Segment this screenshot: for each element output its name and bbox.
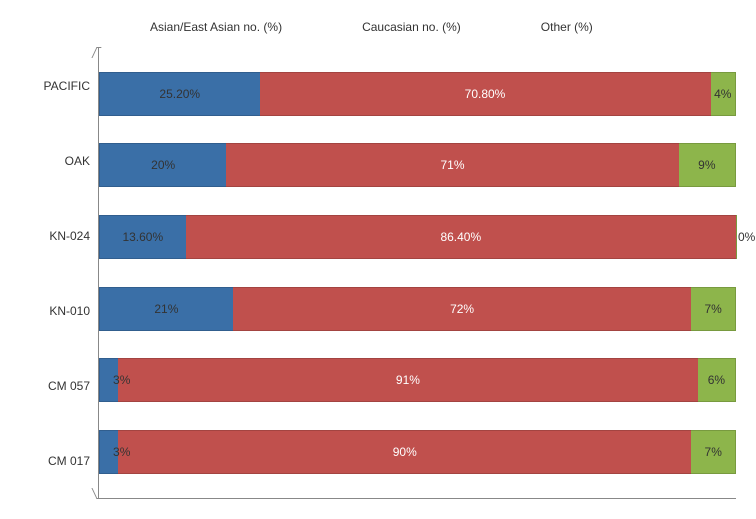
bar-row: 13.60% 86.40% 0% [99,215,736,259]
segment-value: 72% [450,302,474,316]
legend-item-caucasian: Caucasian no. (%) [362,20,461,34]
segment-value: 21% [154,302,178,316]
bar-segment-other: 6% [698,358,736,402]
bar-segment-asian: 20% [99,143,226,187]
bar-segment-asian: 13.60% [99,215,186,259]
segment-value: 91% [396,373,420,387]
bar-row: 3% 90% 7% [99,430,736,474]
bar-row: 3% 91% 6% [99,358,736,402]
bar-segment-caucasian: 72% [233,287,692,331]
bar-segment-other: 7% [691,287,736,331]
bar-segment-caucasian: 86.40% [186,215,736,259]
bar-segment-caucasian: 70.80% [260,72,711,116]
segment-value: 71% [441,158,465,172]
bar-segment-other: 9% [679,143,736,187]
segment-value: 3% [113,445,130,459]
segment-value: 7% [705,302,722,316]
legend-label: Caucasian no. (%) [362,20,461,34]
segment-value: 20% [151,158,175,172]
segment-value: 6% [708,373,725,387]
bar-segment-asian: 3% [99,430,118,474]
segment-value: 86.40% [440,230,481,244]
plot-area: PACIFICOAKKN-024KN-010CM 057CM 017 25.20… [20,48,736,499]
bar-row: 25.20% 70.80% 4% [99,72,736,116]
segment-value: 7% [705,445,722,459]
bar-segment-asian: 3% [99,358,118,402]
segment-value: 70.80% [465,87,506,101]
bar-segment-asian: 25.20% [99,72,260,116]
y-axis-labels: PACIFICOAKKN-024KN-010CM 057CM 017 [20,48,98,499]
stacked-bar-chart: Asian/East Asian no. (%) Caucasian no. (… [20,20,736,499]
bar-segment-other: 7% [691,430,736,474]
legend-label: Other (%) [541,20,593,34]
bars-container: 25.20% 70.80% 4% 20% 71% 9% 13.60% 86.40% 0% 21% 7… [98,48,736,499]
segment-value: 3% [113,373,130,387]
category-label: KN-010 [20,275,90,348]
legend-item-asian: Asian/East Asian no. (%) [150,20,282,34]
segment-value: 90% [393,445,417,459]
legend-item-other: Other (%) [541,20,593,34]
legend: Asian/East Asian no. (%) Caucasian no. (… [150,20,736,34]
segment-value: 9% [698,158,715,172]
segment-value: 25.20% [159,87,200,101]
category-label: CM 017 [20,425,90,498]
legend-label: Asian/East Asian no. (%) [150,20,282,34]
bar-segment-other: 0% [736,215,737,259]
bar-row: 20% 71% 9% [99,143,736,187]
category-label: PACIFIC [20,49,90,122]
category-label: CM 057 [20,350,90,423]
category-label: OAK [20,124,90,197]
bar-segment-other: 4% [711,72,736,116]
bar-row: 21% 72% 7% [99,287,736,331]
bar-segment-caucasian: 90% [118,430,691,474]
bar-segment-caucasian: 71% [226,143,678,187]
segment-value: 4% [714,87,731,101]
bar-segment-caucasian: 91% [118,358,698,402]
segment-value: 0% [738,230,755,244]
segment-value: 13.60% [122,230,163,244]
bar-segment-asian: 21% [99,287,233,331]
category-label: KN-024 [20,199,90,272]
